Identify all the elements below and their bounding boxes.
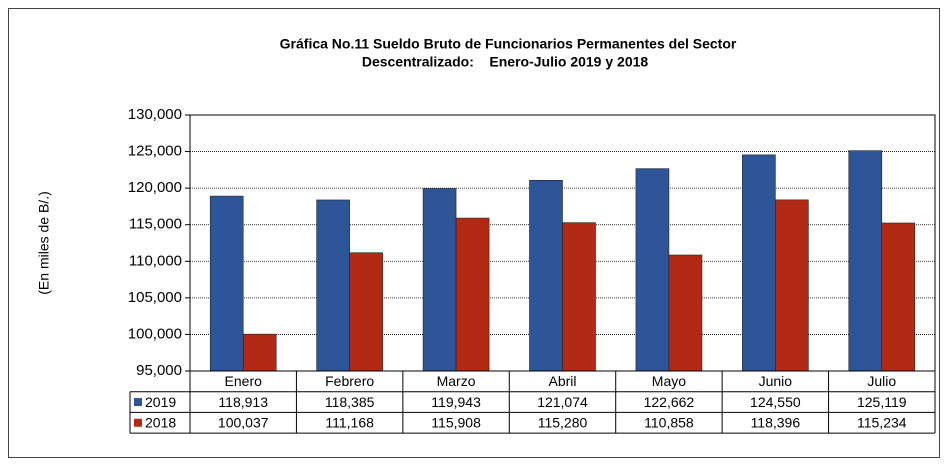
- y-tick-label: 115,000: [129, 216, 182, 233]
- table-cell: 118,396: [751, 414, 801, 430]
- table-cell: 125,119: [857, 394, 907, 410]
- bar: [455, 217, 490, 372]
- legend-swatch: [134, 418, 142, 427]
- legend-swatch: [134, 398, 142, 407]
- y-tick-label: 125,000: [128, 143, 182, 160]
- legend-label: 2018: [145, 414, 176, 430]
- y-tick-label: 105,000: [128, 289, 182, 306]
- bar: [881, 222, 916, 372]
- bar: [668, 254, 703, 372]
- plot-border: [189, 114, 936, 372]
- table-cell: 121,074: [537, 394, 588, 410]
- table-cell: 115,234: [857, 414, 907, 430]
- y-tick-label: 120,000: [128, 179, 182, 196]
- bar: [316, 199, 350, 372]
- table-cell: 118,913: [218, 394, 268, 410]
- table-cell: 124,550: [750, 394, 801, 410]
- table-cell: 119,943: [431, 394, 481, 410]
- table-cell: 118,385: [325, 394, 375, 410]
- bar: [742, 154, 776, 372]
- legend-label: 2019: [145, 394, 176, 410]
- table-cell: 110,858: [644, 414, 694, 430]
- x-tick-label: Enero: [225, 373, 263, 389]
- y-axis-label: (En miles de B/.): [36, 191, 52, 294]
- bar: [209, 195, 244, 372]
- x-tick-label: Mayo: [652, 373, 686, 389]
- y-tick-label: 95,000: [136, 362, 182, 379]
- bar: [529, 179, 563, 372]
- bar: [422, 188, 457, 372]
- bar: [349, 252, 383, 372]
- bar: [635, 168, 670, 372]
- table-cell: 115,280: [538, 414, 588, 430]
- chart-title: Descentralizado: Enero-Julio 2019 y 2018: [362, 54, 649, 70]
- x-tick-label: Julio: [867, 373, 896, 389]
- x-tick-label: Marzo: [437, 373, 476, 389]
- chart-title: Gráfica No.11 Sueldo Bruto de Funcionari…: [280, 36, 737, 52]
- bar: [775, 199, 809, 372]
- y-tick-label: 110,000: [129, 252, 182, 269]
- table-cell: 111,168: [325, 414, 374, 430]
- table-cell: 115,908: [431, 414, 481, 430]
- x-tick-label: Abril: [548, 373, 576, 389]
- y-tick-label: 100,000: [128, 325, 182, 342]
- bar: [848, 150, 883, 372]
- table-cell: 122,662: [644, 394, 695, 410]
- y-tick-label: 130,000: [128, 106, 182, 123]
- table-cell: 100,037: [218, 414, 269, 430]
- x-tick-label: Febrero: [325, 373, 374, 389]
- bar: [562, 222, 596, 372]
- bar: [242, 333, 277, 372]
- x-tick-label: Junio: [759, 373, 793, 389]
